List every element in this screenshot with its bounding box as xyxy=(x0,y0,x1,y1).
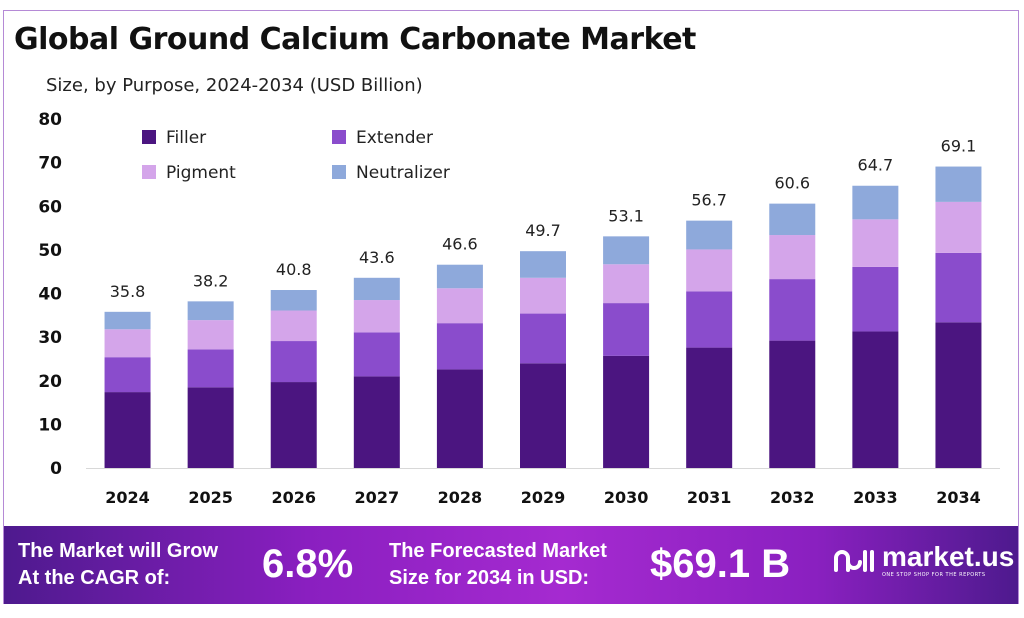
bar-segment-pigment-2030 xyxy=(603,264,650,304)
bar-segment-filler-2030 xyxy=(603,355,650,468)
x-tick-label: 2032 xyxy=(770,488,815,507)
bar-segment-filler-2029 xyxy=(520,363,566,468)
bar-segment-pigment-2034 xyxy=(935,201,982,253)
summary-banner: The Market will Grow At the CAGR of: 6.8… xyxy=(4,526,1018,604)
bar-segment-neutralizer-2025 xyxy=(187,301,234,321)
x-tick-label: 2025 xyxy=(188,488,233,507)
legend-swatch-pigment xyxy=(142,165,156,179)
bar-segment-neutralizer-2026 xyxy=(270,290,317,311)
bar-segment-neutralizer-2031 xyxy=(686,220,733,250)
bar-segment-neutralizer-2028 xyxy=(436,264,483,289)
chart-subtitle: Size, by Purpose, 2024-2034 (USD Billion… xyxy=(46,75,423,96)
bar-segment-extender-2024 xyxy=(104,357,151,393)
legend-label-pigment: Pigment xyxy=(166,163,236,183)
bar-segment-neutralizer-2029 xyxy=(520,251,566,278)
bar-segment-pigment-2032 xyxy=(769,235,816,280)
cagr-value: 6.8% xyxy=(262,542,354,586)
y-tick-label: 40 xyxy=(38,285,62,305)
bar-segment-neutralizer-2034 xyxy=(935,166,982,202)
legend-label-extender: Extender xyxy=(356,128,433,148)
y-tick-label: 60 xyxy=(38,197,62,217)
bar-segment-filler-2034 xyxy=(935,322,982,468)
x-tick-label: 2029 xyxy=(521,488,566,507)
bar-segment-extender-2030 xyxy=(603,303,650,356)
legend-swatch-filler xyxy=(142,130,156,144)
total-label: 38.2 xyxy=(193,271,229,290)
logo-name: market.us xyxy=(882,541,1015,572)
x-tick-label: 2026 xyxy=(271,488,316,507)
total-label: 46.6 xyxy=(442,235,478,254)
forecast-label: The Forecasted Market Size for 2034 in U… xyxy=(389,538,607,592)
total-label: 69.1 xyxy=(941,137,977,156)
bar-segment-neutralizer-2032 xyxy=(769,203,816,236)
y-tick-label: 80 xyxy=(38,110,62,130)
bar-segment-filler-2033 xyxy=(852,331,899,468)
legend-label-neutralizer: Neutralizer xyxy=(356,163,450,183)
total-label: 49.7 xyxy=(525,221,561,240)
total-label: 40.8 xyxy=(276,260,312,279)
y-tick-label: 50 xyxy=(38,241,62,261)
cagr-label-line-1: The Market will Grow xyxy=(18,540,219,562)
stacked-bar-chart: 0102030405060708035.8202438.2202540.8202… xyxy=(38,110,1000,507)
bar-segment-filler-2032 xyxy=(769,340,816,468)
bar-segment-extender-2032 xyxy=(769,279,816,341)
bar-segment-extender-2026 xyxy=(270,341,317,383)
bar-segment-pigment-2033 xyxy=(852,219,899,267)
bar-segment-pigment-2031 xyxy=(686,249,733,292)
x-tick-label: 2033 xyxy=(853,488,898,507)
logo-mark-icon xyxy=(834,549,874,572)
y-tick-label: 20 xyxy=(38,372,62,392)
bar-segment-extender-2033 xyxy=(852,266,899,332)
bar-segment-pigment-2026 xyxy=(270,310,317,342)
total-label: 56.7 xyxy=(691,191,727,210)
bar-segment-pigment-2025 xyxy=(187,320,234,350)
y-tick-label: 30 xyxy=(38,328,62,348)
y-tick-label: 0 xyxy=(50,459,62,479)
logo-tagline: ONE STOP SHOP FOR THE REPORTS xyxy=(882,572,986,578)
y-tick-label: 70 xyxy=(38,154,62,174)
bar-segment-extender-2031 xyxy=(686,291,733,348)
bar-segment-neutralizer-2033 xyxy=(852,185,899,220)
bar-segment-neutralizer-2024 xyxy=(104,311,151,330)
total-label: 35.8 xyxy=(110,282,146,301)
x-tick-label: 2030 xyxy=(604,488,649,507)
legend-label-filler: Filler xyxy=(166,128,206,148)
bar-segment-filler-2026 xyxy=(270,382,317,468)
bar-segment-extender-2028 xyxy=(436,323,483,370)
x-tick-label: 2034 xyxy=(936,488,981,507)
bar-segment-extender-2029 xyxy=(520,313,566,364)
bar-segment-pigment-2027 xyxy=(353,300,400,333)
bar-segment-pigment-2024 xyxy=(104,329,151,358)
total-label: 43.6 xyxy=(359,248,395,267)
bar-segment-filler-2025 xyxy=(187,387,234,468)
bar-segment-pigment-2028 xyxy=(436,288,483,324)
legend-swatch-neutralizer xyxy=(332,165,346,179)
x-tick-label: 2024 xyxy=(105,488,150,507)
total-label: 53.1 xyxy=(608,206,644,225)
chart-title: Global Ground Calcium Carbonate Market xyxy=(14,22,696,57)
bar-segment-filler-2031 xyxy=(686,347,733,468)
y-tick-label: 10 xyxy=(38,415,62,435)
x-tick-label: 2028 xyxy=(438,488,483,507)
bar-segment-extender-2034 xyxy=(935,252,982,323)
x-tick-label: 2031 xyxy=(687,488,732,507)
bar-segment-neutralizer-2030 xyxy=(603,236,650,265)
forecast-label-line-1: The Forecasted Market xyxy=(389,540,607,562)
cagr-label: The Market will Grow At the CAGR of: xyxy=(18,538,218,592)
market-us-logo: market.us ONE STOP SHOP FOR THE REPORTS xyxy=(832,542,1014,579)
bar-segment-filler-2028 xyxy=(436,369,483,468)
total-label: 60.6 xyxy=(774,174,810,193)
legend-swatch-extender xyxy=(332,130,346,144)
forecast-value: $69.1 B xyxy=(650,542,791,586)
bar-segment-extender-2027 xyxy=(353,332,400,377)
x-tick-label: 2027 xyxy=(355,488,400,507)
bar-segment-filler-2027 xyxy=(353,376,400,468)
bar-segment-neutralizer-2027 xyxy=(353,277,400,301)
bar-segment-filler-2024 xyxy=(104,392,151,468)
forecast-label-line-2: Size for 2034 in USD: xyxy=(389,567,590,589)
total-label: 64.7 xyxy=(858,156,894,175)
bar-segment-pigment-2029 xyxy=(520,277,566,314)
bar-segment-extender-2025 xyxy=(187,349,234,388)
cagr-label-line-2: At the CAGR of: xyxy=(18,567,171,589)
